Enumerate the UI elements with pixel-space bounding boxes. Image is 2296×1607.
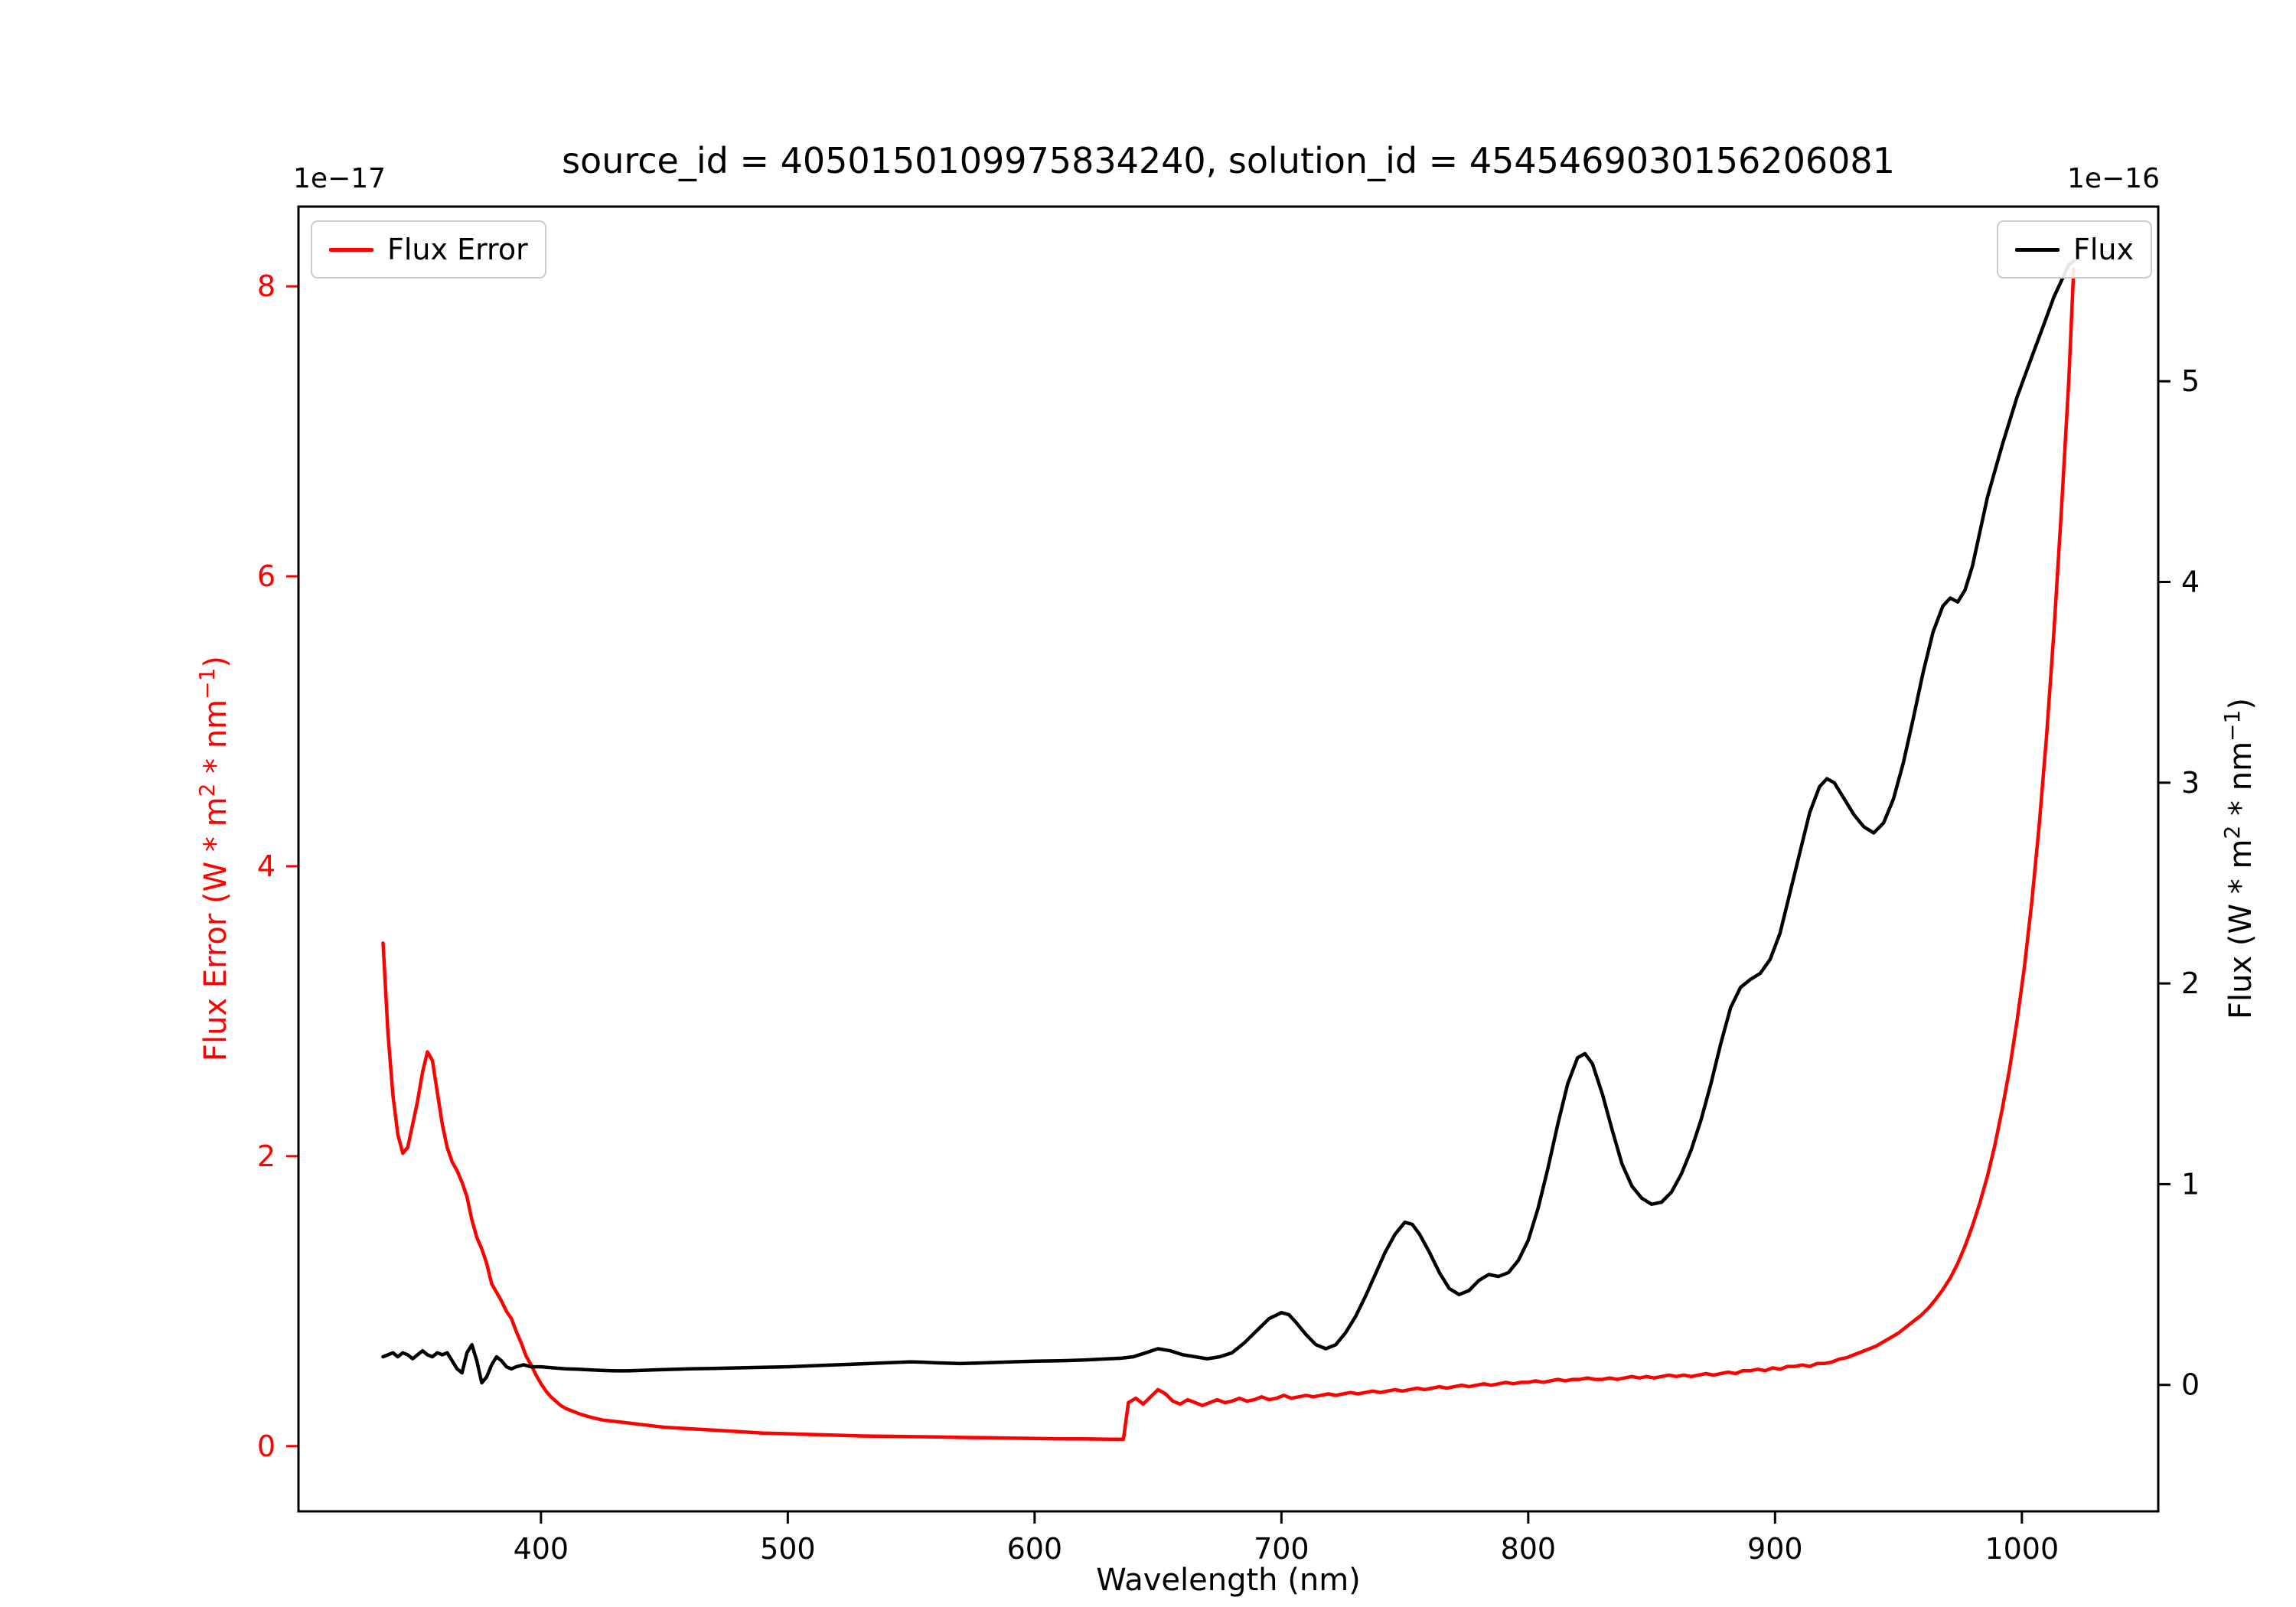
flux-line-swatch bbox=[2015, 247, 2060, 252]
left-y-tick-label: 8 bbox=[257, 269, 276, 303]
left-y-tick-label: 0 bbox=[257, 1429, 276, 1463]
right-y-tick-label: 1 bbox=[2181, 1167, 2200, 1201]
legend-flux-error-label: Flux Error bbox=[387, 233, 528, 266]
left-y-tick-label: 6 bbox=[257, 559, 276, 593]
right-axis-label-text3: ) bbox=[2223, 698, 2258, 710]
right-axis-label-text: Flux (W * m bbox=[2223, 839, 2258, 1019]
x-tick-label: 400 bbox=[514, 1532, 569, 1566]
x-tick-label: 500 bbox=[760, 1532, 816, 1566]
legend-flux-label: Flux bbox=[2073, 233, 2134, 266]
right-axis-label-text2: * nm bbox=[2223, 741, 2258, 826]
left-axis-label-text2: * nm bbox=[198, 699, 233, 784]
left-axis-label-sup-neg1: −1 bbox=[194, 667, 220, 699]
right-axis-label: Flux (W * m2 * nm−1) bbox=[2219, 698, 2258, 1019]
left-axis-offset-text: 1e−17 bbox=[293, 163, 386, 194]
left-axis-label: Flux Error (W * m2 * nm−1) bbox=[194, 655, 233, 1062]
legend-flux-error: Flux Error bbox=[311, 220, 546, 279]
legend-flux: Flux bbox=[1997, 220, 2152, 279]
flux-error-line-swatch bbox=[329, 247, 373, 252]
left-y-tick-label: 4 bbox=[257, 849, 276, 883]
right-y-tick-label: 4 bbox=[2181, 566, 2200, 599]
right-axis-offset-text: 1e−16 bbox=[2066, 163, 2160, 194]
chart-title: source_id = 4050150109975834240, solutio… bbox=[562, 140, 1895, 181]
series-line-flux bbox=[381, 259, 2076, 1385]
axes-spines bbox=[297, 205, 2160, 1513]
x-tick-label: 1000 bbox=[1985, 1532, 2059, 1566]
left-y-tick-label: 2 bbox=[257, 1139, 276, 1173]
right-axis-label-sup-neg1: −1 bbox=[2219, 709, 2245, 742]
series-line-flux-error bbox=[381, 267, 2076, 1441]
right-y-tick-label: 0 bbox=[2181, 1368, 2200, 1402]
right-y-tick-label: 3 bbox=[2181, 766, 2200, 800]
x-tick-label: 700 bbox=[1254, 1532, 1309, 1566]
left-axis-label-sup-2: 2 bbox=[194, 783, 220, 797]
right-axis-label-sup-2: 2 bbox=[2219, 825, 2245, 839]
right-y-tick-label: 2 bbox=[2181, 966, 2200, 1000]
left-axis-label-text3: ) bbox=[198, 655, 233, 668]
x-tick-label: 600 bbox=[1007, 1532, 1063, 1566]
x-tick-label: 800 bbox=[1501, 1532, 1557, 1566]
left-axis-label-text: Flux Error (W * m bbox=[198, 797, 233, 1062]
x-tick-label: 900 bbox=[1747, 1532, 1803, 1566]
x-axis-label: Wavelength (nm) bbox=[1096, 1563, 1361, 1598]
right-y-tick-label: 5 bbox=[2181, 364, 2200, 398]
